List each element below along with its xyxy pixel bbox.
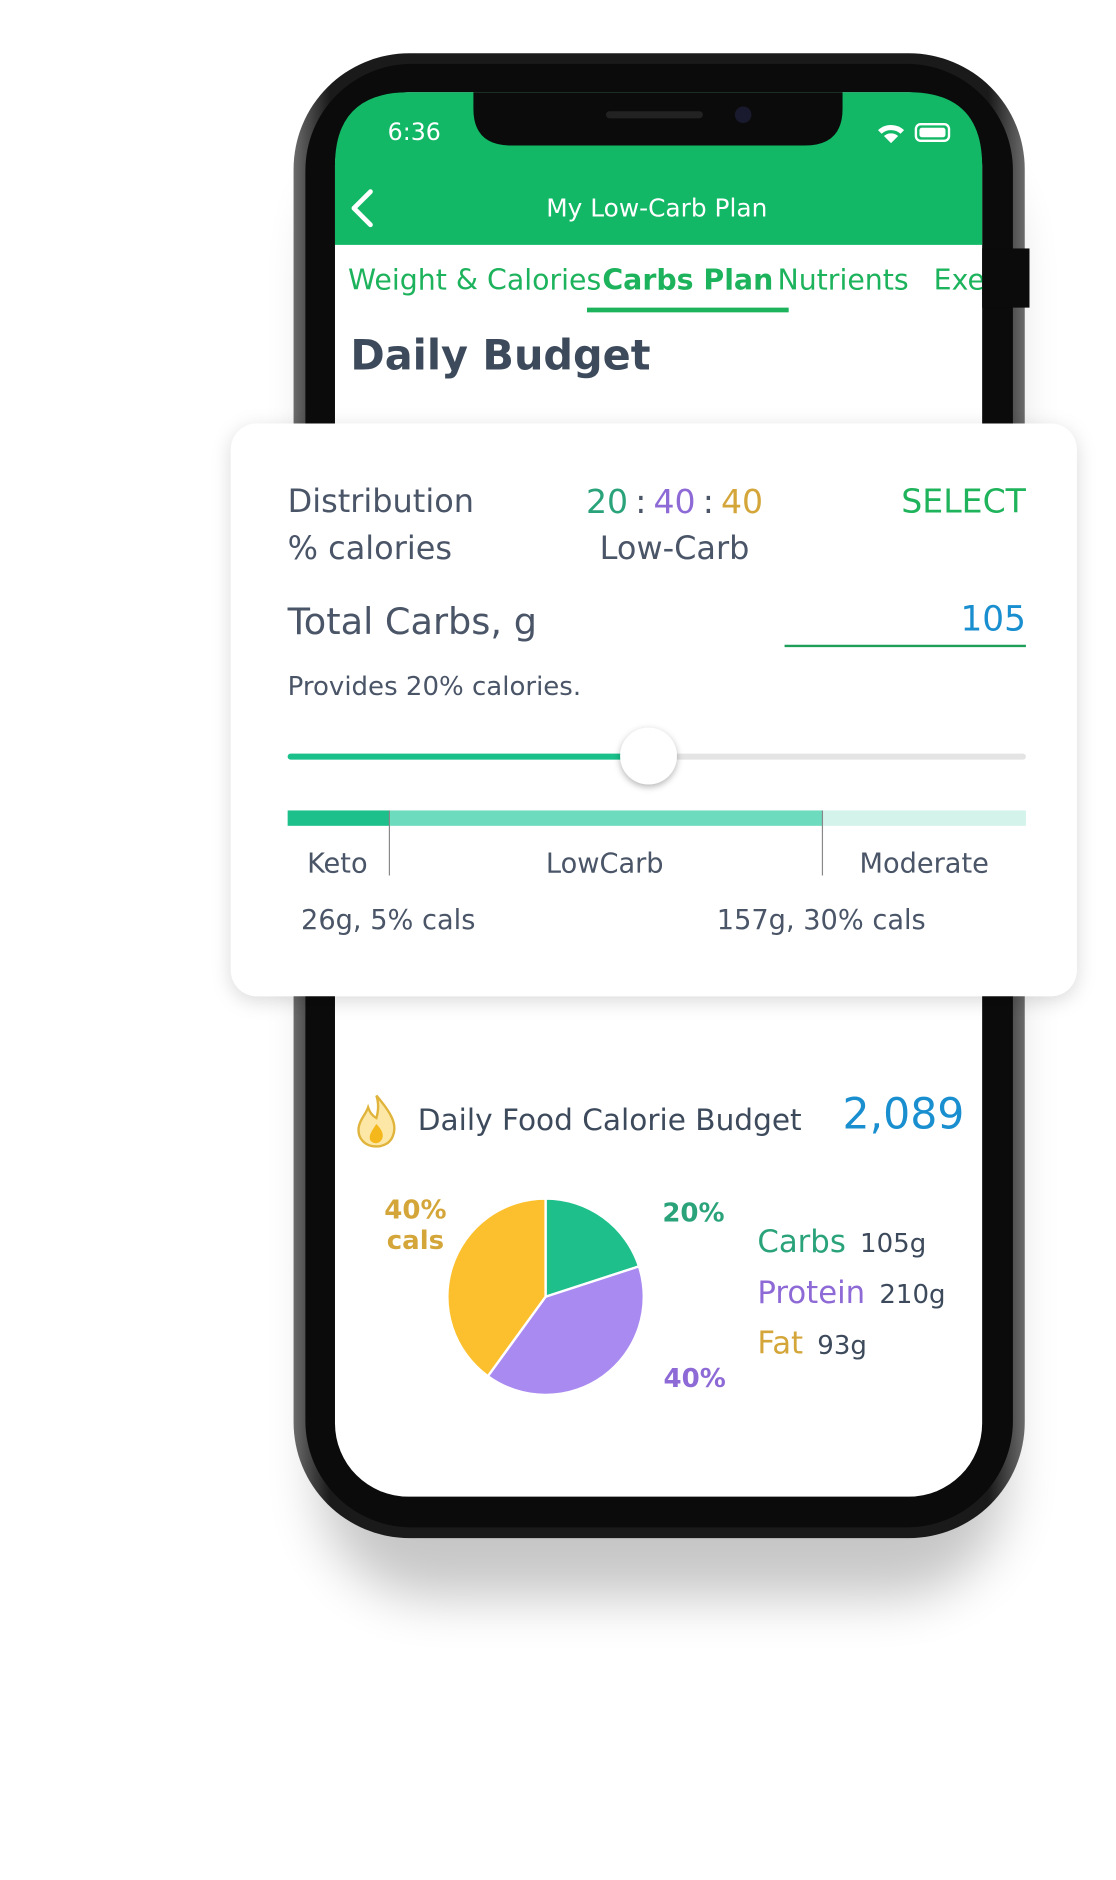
flame-icon xyxy=(357,1094,396,1148)
distribution-sublabel: % calories xyxy=(288,529,452,567)
pie-value-label: 40% xyxy=(664,1364,726,1394)
pie-value-label: 20% xyxy=(662,1198,724,1228)
slider-fill xyxy=(287,753,649,760)
ratio-part: 20 xyxy=(586,481,628,520)
legend-amount: 93g xyxy=(817,1331,867,1361)
zone-note: 157g, 30% cals xyxy=(717,905,926,936)
budget-value: 2,089 xyxy=(843,1089,965,1139)
slider-knob[interactable] xyxy=(620,727,677,785)
camera xyxy=(734,106,752,124)
label-line: cals xyxy=(387,1226,444,1256)
tab[interactable]: Nutrients xyxy=(777,264,908,297)
back-button[interactable] xyxy=(351,189,373,228)
zone-keto xyxy=(287,810,390,826)
battery-level xyxy=(919,127,946,138)
tab-clip xyxy=(982,248,1030,308)
status-icons xyxy=(878,123,951,144)
battery-icon xyxy=(914,123,951,142)
pie-slice xyxy=(446,1197,547,1378)
pie-value-label: 40% cals xyxy=(384,1195,446,1256)
zone-label: Moderate xyxy=(859,848,988,879)
pie-slice xyxy=(486,1264,645,1397)
legend-amount: 210g xyxy=(879,1280,945,1310)
tab[interactable]: Weight & Calories xyxy=(348,264,601,297)
provides-text: Provides 20% calories. xyxy=(288,672,581,702)
speaker xyxy=(605,111,703,119)
legend-name: Carbs xyxy=(757,1224,846,1260)
ratio-part: 40 xyxy=(721,481,763,520)
ratio-separator: : xyxy=(635,481,646,520)
tab-indicator xyxy=(586,307,789,313)
page-title: Daily Budget xyxy=(350,331,650,379)
label-line: 40% xyxy=(384,1195,446,1225)
select-button[interactable]: SELECT xyxy=(901,481,1026,520)
carbs-card xyxy=(230,423,1077,997)
carbs-label: Total Carbs, g xyxy=(287,600,537,643)
notch xyxy=(473,92,843,146)
nav-title: My Low-Carb Plan xyxy=(546,193,767,222)
legend-name: Fat xyxy=(757,1326,803,1362)
distribution-label: Distribution xyxy=(288,482,474,520)
status-time: 6:36 xyxy=(388,118,441,146)
legend-name: Protein xyxy=(757,1275,865,1311)
zone-moderate xyxy=(822,810,1026,826)
legend-amount: 105g xyxy=(860,1229,926,1259)
pie-slice xyxy=(544,1197,641,1299)
ratio-separator: : xyxy=(703,481,714,520)
wifi-icon xyxy=(878,124,905,144)
carbs-input[interactable]: 105 xyxy=(960,600,1025,640)
tab-bar: Weight & Calories Carbs Plan Nutrients Exe xyxy=(348,248,1030,313)
plan-name: Low-Carb xyxy=(600,529,750,567)
ratio: 20:40:40 xyxy=(586,481,763,520)
tab[interactable]: Carbs Plan xyxy=(602,264,773,297)
zone-label: LowCarb xyxy=(546,848,664,879)
zone-label: Keto xyxy=(307,848,368,879)
ratio-part: 40 xyxy=(653,481,695,520)
zone-labels: Keto LowCarb Moderate 26g, 5% cals 157g, 30%… xyxy=(301,848,989,936)
tab[interactable]: Exe xyxy=(934,264,985,297)
zone-lowcarb xyxy=(389,810,823,826)
zone-note: 26g, 5% cals xyxy=(301,905,475,936)
budget-label: Daily Food Calorie Budget xyxy=(418,1103,802,1137)
